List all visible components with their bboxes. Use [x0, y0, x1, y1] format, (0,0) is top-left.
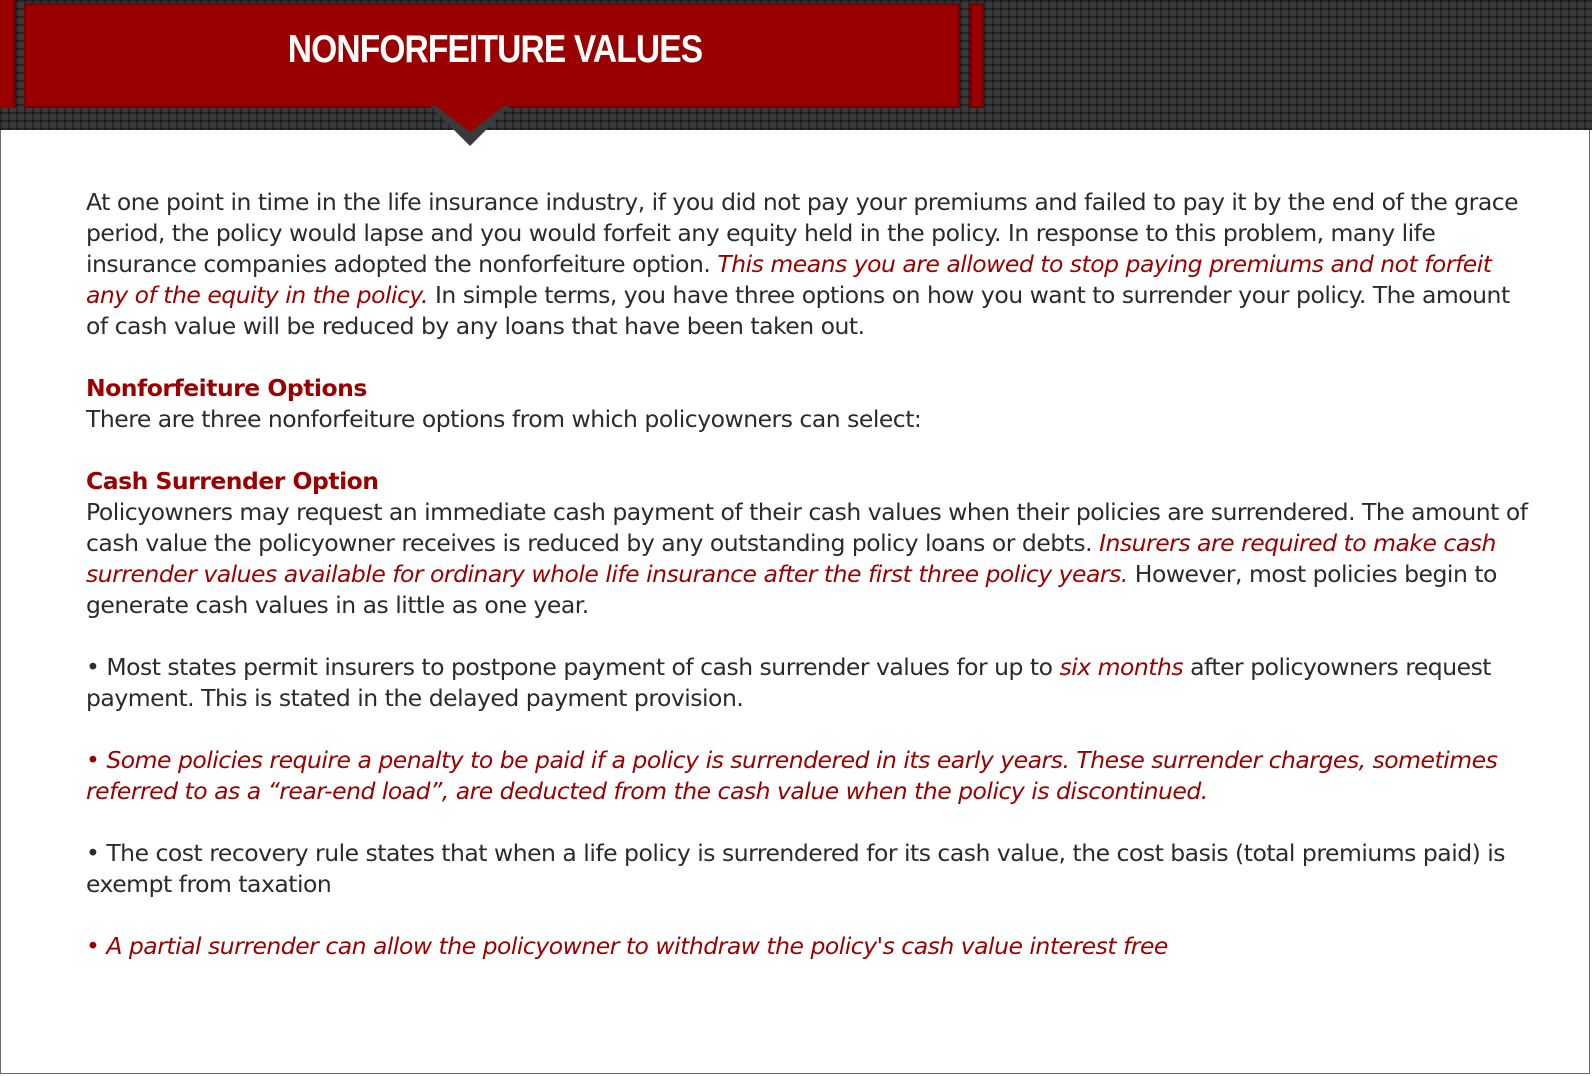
cash-surrender-text-b: However, most policies begin to generate… — [86, 560, 1497, 619]
left-accent-strip — [0, 0, 16, 108]
page-title: NONFORFEITURE VALUES — [287, 28, 703, 71]
bullet-cost-recovery: • The cost recovery rule states that whe… — [86, 839, 1506, 898]
slide-content: At one point in time in the life insuran… — [86, 187, 1536, 993]
right-accent-strip — [970, 3, 984, 108]
options-heading: Nonforfeiture Options — [86, 374, 367, 402]
intro-text-a: At one point in time in the life insuran… — [86, 188, 1519, 278]
banner-pointer — [436, 106, 504, 132]
cash-surrender-heading: Cash Surrender Option — [86, 467, 379, 495]
intro-emphasis: This means you are allowed to stop payin… — [86, 250, 1492, 309]
cash-surrender-emphasis: Insurers are required to make cash surre… — [86, 529, 1496, 588]
bullet-1-text-a: • Most states permit insurers to postpon… — [86, 653, 1060, 681]
cash-surrender-section: Cash Surrender Option Policyowners may re… — [86, 466, 1536, 621]
bullet-1-text-b: after policyowners request payment. This… — [86, 653, 1492, 712]
bullet-1-emphasis: six months — [1059, 653, 1184, 681]
cash-surrender-text-a: Policyowners may request an immediate ca… — [86, 498, 1528, 557]
bullet-surrender-charges: • Some policies require a penalty to be … — [86, 746, 1498, 805]
header-band: NONFORFEITURE VALUES — [0, 0, 1592, 130]
intro-text-b: In simple terms, you have three options … — [86, 281, 1510, 340]
options-text: There are three nonforfeiture options fr… — [86, 405, 922, 433]
bullet-partial-surrender: • A partial surrender can allow the poli… — [86, 932, 1168, 960]
intro-paragraph: At one point in time in the life insuran… — [86, 187, 1536, 342]
title-banner — [24, 3, 960, 108]
bullet-delayed-payment: • Most states permit insurers to postpon… — [86, 652, 1536, 714]
options-section: Nonforfeiture Options There are three non… — [86, 373, 1536, 435]
